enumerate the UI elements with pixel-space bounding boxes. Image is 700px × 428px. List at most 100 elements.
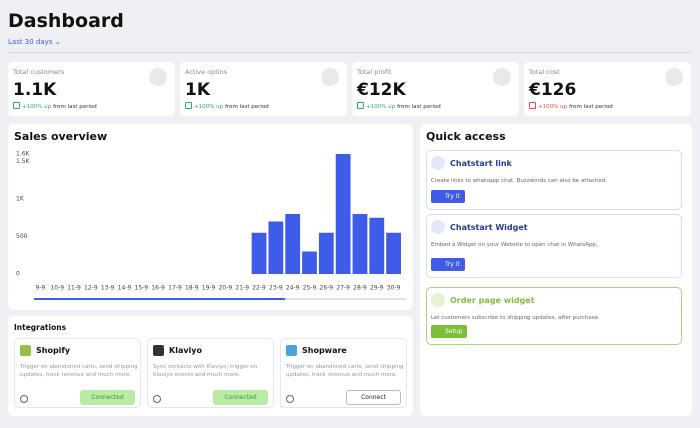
- integration-name: Shopify: [36, 346, 71, 355]
- settings-icon[interactable]: [20, 395, 28, 403]
- bar: [369, 217, 385, 274]
- quick-desc: Let customers subscribe to shipping upda…: [431, 315, 600, 321]
- stat-icon: [665, 68, 683, 86]
- sales-panel: Sales overview 0 500 1K 1.5K 1.6K 9-9 10-9 11-9…: [8, 124, 413, 310]
- integration-card: Shopware Trigger on abandoned carts, send…: [280, 338, 407, 408]
- bar: [285, 214, 301, 274]
- x-tick-label: 27-9: [336, 285, 350, 292]
- quick-access-panel: Quick access Chatstart link Create links …: [420, 124, 692, 416]
- integration-name: Klaviyo: [169, 346, 203, 355]
- integration-desc: Trigger on abandoned carts, send shippin…: [20, 364, 138, 378]
- quick-card: Chatstart Widget Embed a Widget on your W…: [426, 214, 682, 278]
- quick-icon: [431, 293, 445, 307]
- quick-button[interactable]: Setup: [431, 325, 468, 338]
- y-tick-label: 1.5K: [16, 158, 31, 165]
- stat-icon: [149, 68, 167, 86]
- stat-label: Total cost: [529, 68, 560, 76]
- x-tick-label: 16-9: [151, 285, 165, 292]
- x-tick-label: 22-9: [252, 285, 266, 292]
- x-tick-label: 13-9: [101, 285, 115, 292]
- integration-button[interactable]: Connect: [346, 390, 401, 405]
- bar: [268, 221, 284, 274]
- quick-card: Order page widget Let customers subscribe…: [426, 287, 682, 345]
- quick-desc: Embed a Widget on your Website to open c…: [431, 242, 598, 248]
- stat-change: +100% up: [538, 104, 568, 110]
- stat-change: +100% up: [22, 104, 52, 110]
- bar: [302, 251, 317, 274]
- change-badge: [357, 102, 364, 109]
- x-tick-label: 19-9: [202, 285, 216, 292]
- x-tick-label: 29-9: [370, 285, 384, 292]
- divider: [8, 52, 692, 53]
- page-title: Dashboard: [8, 10, 124, 32]
- x-tick-label: 21-9: [235, 285, 249, 292]
- stat-value: 1.1K: [13, 80, 57, 100]
- quick-icon: [431, 156, 445, 170]
- y-tick-label: 1.6K: [16, 151, 31, 158]
- stat-icon: [493, 68, 511, 86]
- stat-card: Active optins 1K +100% up from last period: [180, 62, 347, 116]
- stat-card: Total customers 1.1K +100% up from last per…: [8, 62, 175, 116]
- stat-value: 1K: [185, 80, 211, 100]
- bar: [352, 214, 368, 274]
- stat-value: €12K: [357, 80, 406, 100]
- stat-card: Total profit €12K +100% up from last period: [352, 62, 519, 116]
- integration-name: Shopware: [302, 346, 347, 355]
- panel-title: Integrations: [14, 323, 67, 332]
- x-tick-label: 26-9: [320, 285, 334, 292]
- stat-suffix: from last period: [397, 104, 441, 110]
- integration-button[interactable]: Connected: [213, 390, 268, 405]
- stat-card: Total cost €126 +100% up from last period: [524, 62, 691, 116]
- stat-label: Active optins: [185, 68, 228, 76]
- integration-desc: Sync contacts with Klaviyo, trigger on K…: [153, 364, 258, 378]
- chart: 0 500 1K 1.5K1.6K 9-9 10-9 11-9 12-9 13-9 14-9 15-…: [16, 151, 406, 300]
- y-tick-label: 500: [16, 233, 28, 240]
- quick-desc: Create links to whatsapp chat. Buzzwords…: [431, 178, 608, 184]
- x-tick-label: 24-9: [286, 285, 300, 292]
- integration-card: Shopify Trigger on abandoned carts, send …: [14, 338, 141, 408]
- change-badge: [13, 102, 20, 109]
- x-tick-label: 28-9: [353, 285, 367, 292]
- stat-suffix: from last period: [53, 104, 97, 110]
- x-tick-label: 11-9: [67, 285, 81, 292]
- stat-change: +100% up: [366, 104, 396, 110]
- integration-icon: [20, 345, 31, 356]
- quick-button[interactable]: Try it: [431, 258, 465, 271]
- integration-icon: [153, 345, 164, 356]
- change-badge: [529, 102, 536, 109]
- y-tick-label: 0: [16, 271, 20, 278]
- panel-title: Sales overview: [14, 130, 108, 143]
- stat-change-row: +100% up from last period: [357, 102, 441, 110]
- quick-title: Chatstart link: [450, 159, 512, 168]
- panel-title: Quick access: [426, 130, 506, 143]
- change-badge: [185, 102, 192, 109]
- integration-button[interactable]: Connected: [80, 390, 135, 405]
- quick-title: Chatstart Widget: [450, 223, 528, 232]
- stat-value: €126: [529, 80, 577, 100]
- quick-button[interactable]: Try it: [431, 190, 465, 203]
- y-tick-label: 1K: [16, 196, 25, 203]
- quick-title: Order page widget: [450, 296, 535, 305]
- scroll-thumb: [34, 298, 285, 300]
- x-tick-label: 25-9: [303, 285, 317, 292]
- stat-change-row: +100% up from last period: [13, 102, 97, 110]
- settings-icon[interactable]: [286, 395, 294, 403]
- x-tick-label: 12-9: [84, 285, 98, 292]
- settings-icon[interactable]: [153, 395, 161, 403]
- stat-suffix: from last period: [569, 104, 613, 110]
- bar: [318, 232, 334, 274]
- stat-label: Total customers: [13, 68, 65, 76]
- date-range[interactable]: Last 30 days ⌄: [8, 38, 61, 46]
- x-tick-label: 23-9: [269, 285, 283, 292]
- date-range-label[interactable]: Last 30 days: [8, 38, 53, 46]
- x-tick-label: 10-9: [50, 285, 64, 292]
- stat-icon: [321, 68, 339, 86]
- x-tick-label: 17-9: [168, 285, 182, 292]
- stat-change: +100% up: [194, 104, 224, 110]
- stat-label: Total profit: [357, 68, 392, 76]
- integration-desc: Trigger on abandoned carts, send shippin…: [286, 364, 404, 378]
- x-tick-label: 20-9: [219, 285, 233, 292]
- bar: [251, 232, 267, 274]
- integration-icon: [286, 345, 297, 356]
